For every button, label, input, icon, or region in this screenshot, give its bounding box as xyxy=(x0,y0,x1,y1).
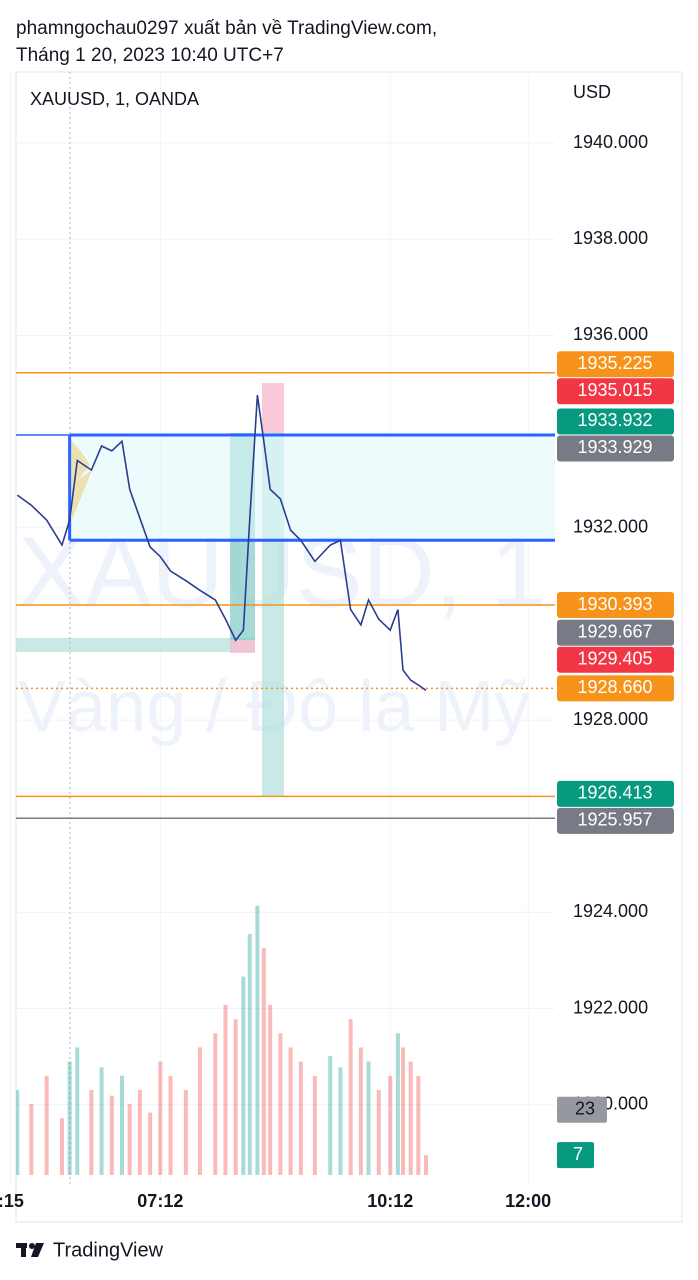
volume-bar xyxy=(158,1061,163,1175)
volume-bar xyxy=(247,934,252,1175)
volume-bar xyxy=(388,1075,393,1175)
price-label: 1933.929 xyxy=(577,437,652,457)
price-label-box xyxy=(557,351,674,378)
y-tick-label: 1940.000 xyxy=(573,132,648,152)
volume-bar xyxy=(29,1104,34,1175)
volume-bar xyxy=(197,1047,202,1175)
logo-part xyxy=(21,1243,26,1257)
volume-last-box xyxy=(557,1142,594,1169)
brand-logo xyxy=(16,1243,44,1257)
price-line xyxy=(16,394,427,691)
volume-bar xyxy=(183,1089,188,1175)
price-label-box xyxy=(557,619,674,646)
volume-ma-label: 23 xyxy=(575,1099,595,1119)
volume-bar xyxy=(401,1047,406,1175)
price-label: 1929.405 xyxy=(577,648,652,668)
volume-bar xyxy=(366,1061,371,1175)
price-label: 1935.015 xyxy=(577,380,652,400)
price-label-box xyxy=(557,435,674,462)
volume-bar xyxy=(109,1095,114,1175)
price-label: 1933.932 xyxy=(577,410,652,430)
publish-date: Tháng 1 20, 2023 10:40 UTC+7 xyxy=(16,45,284,66)
volume-bar xyxy=(67,1061,72,1175)
price-label-box xyxy=(557,675,674,702)
price-label: 1935.225 xyxy=(577,353,652,373)
volume-bar xyxy=(148,1112,153,1175)
volume-bar xyxy=(416,1075,421,1175)
volume-bar xyxy=(255,905,260,1175)
price-label: 1926.413 xyxy=(577,783,652,803)
loss-zone xyxy=(262,383,284,433)
volume-bar xyxy=(288,1047,293,1175)
x-tick-label: 10:12 xyxy=(367,1191,413,1211)
chart-title: XAUUSD, 1, OANDA xyxy=(30,89,199,109)
volume-bar xyxy=(137,1089,142,1175)
publisher: phamngochau0297 xuất bản về TradingView.… xyxy=(16,18,437,39)
volume-bar xyxy=(395,1033,400,1175)
price-label-box xyxy=(557,646,674,673)
brand: TradingView xyxy=(53,1239,164,1261)
volume-bar xyxy=(127,1104,132,1175)
price-label-box xyxy=(557,408,674,435)
volume-ma-box xyxy=(557,1096,607,1123)
zone xyxy=(16,638,255,652)
volume-bar xyxy=(16,1089,20,1175)
logo-part xyxy=(29,1243,35,1249)
volume-bar xyxy=(44,1075,49,1175)
volume-bar xyxy=(268,1004,273,1175)
volume-bar xyxy=(168,1075,173,1175)
y-tick-label: 1922.000 xyxy=(573,997,648,1017)
price-label-box xyxy=(557,378,674,405)
volume-bar xyxy=(233,1019,238,1175)
volume-bar xyxy=(358,1047,363,1175)
volume-bar xyxy=(59,1118,64,1175)
price-label: 1929.667 xyxy=(577,621,652,641)
volume-bar xyxy=(223,1004,228,1175)
volume-bar xyxy=(338,1067,343,1175)
volume-bar xyxy=(328,1055,333,1175)
y-tick-label: 1938.000 xyxy=(573,228,648,248)
y-tick-label: 1924.000 xyxy=(573,901,648,921)
volume-bar xyxy=(348,1019,353,1175)
price-label-box xyxy=(557,592,674,619)
currency: USD xyxy=(573,82,611,102)
volume-bar xyxy=(241,976,246,1175)
volume-bar xyxy=(423,1155,428,1175)
volume-bar xyxy=(278,1033,283,1175)
loss-zone xyxy=(230,640,255,653)
volume-bar xyxy=(298,1061,303,1175)
x-tick-label: 12:00 xyxy=(505,1191,551,1211)
volume-last-label: 7 xyxy=(573,1144,583,1164)
range-box xyxy=(69,435,555,541)
x-tick-label: 07:12 xyxy=(137,1191,183,1211)
price-label: 1928.660 xyxy=(577,677,652,697)
logo-part xyxy=(31,1243,44,1257)
volume-bar xyxy=(120,1075,125,1175)
volume-bar xyxy=(75,1047,80,1175)
price-label-box xyxy=(557,780,674,807)
price-label-box xyxy=(557,807,674,834)
y-tick-label: 1928.000 xyxy=(573,709,648,729)
y-tick-label: 1932.000 xyxy=(573,517,648,537)
volume-bar xyxy=(89,1089,94,1175)
price-label: 1925.957 xyxy=(577,810,652,830)
price-label: 1930.393 xyxy=(577,594,652,614)
volume-bar xyxy=(99,1067,104,1175)
x-tick-label: :15 xyxy=(0,1191,24,1211)
volume-bar xyxy=(261,948,266,1175)
y-tick-label: 1936.000 xyxy=(573,324,648,344)
volume-bar xyxy=(213,1033,218,1175)
volume-bar xyxy=(408,1061,413,1175)
volume-bar xyxy=(376,1089,381,1175)
volume-bar xyxy=(312,1075,317,1175)
